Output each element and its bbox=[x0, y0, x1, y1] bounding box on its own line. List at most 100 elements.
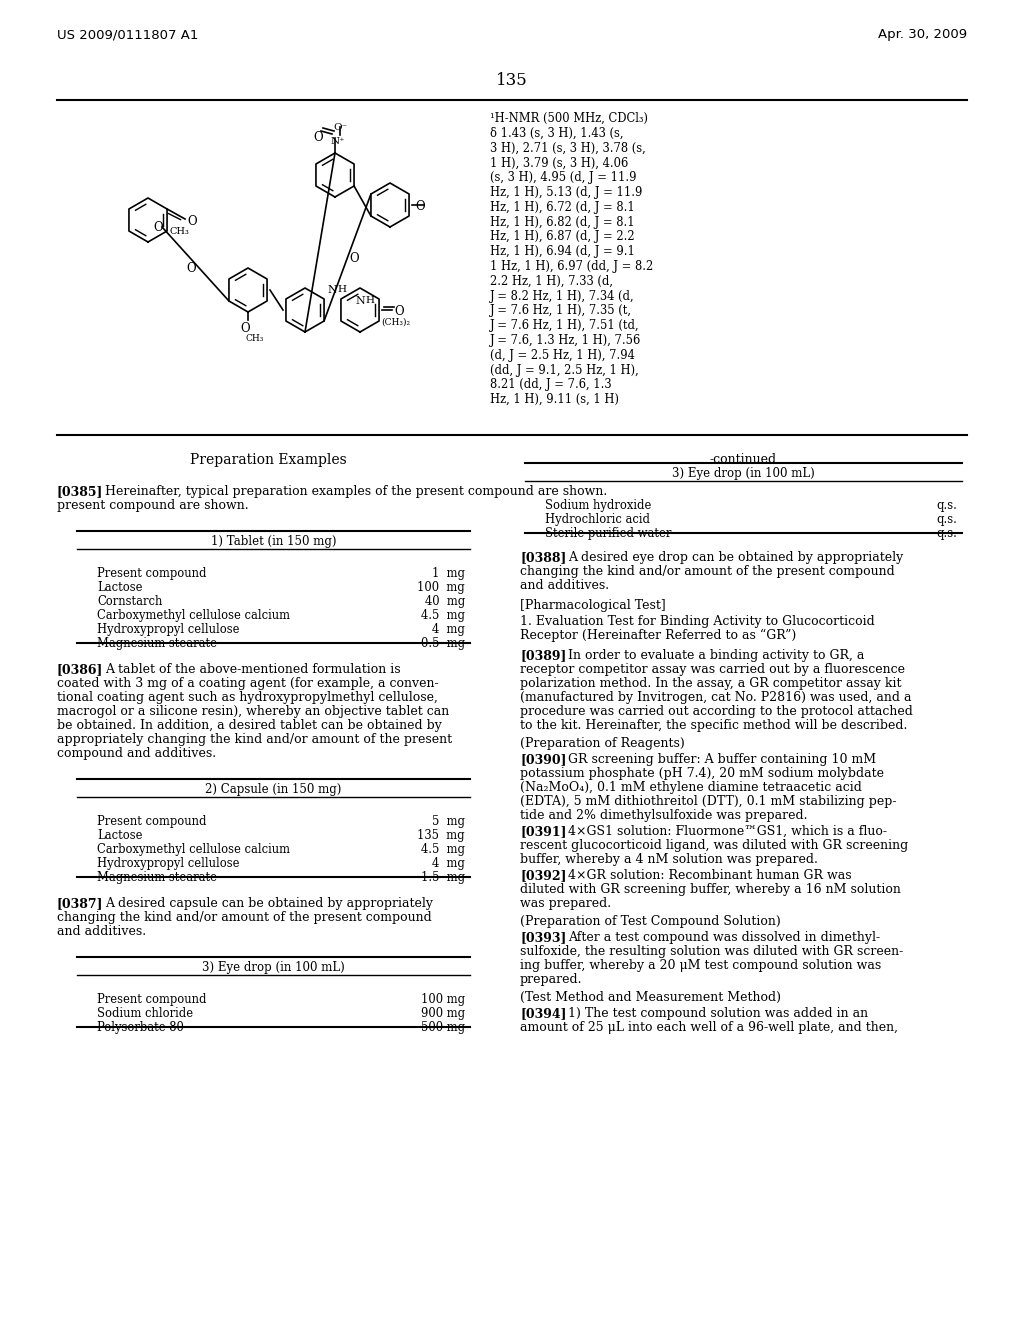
Text: H: H bbox=[365, 296, 374, 305]
Text: 1  mg: 1 mg bbox=[432, 568, 465, 579]
Text: Lactose: Lactose bbox=[97, 829, 142, 842]
Text: Magnesium stearate: Magnesium stearate bbox=[97, 638, 217, 649]
Text: diluted with GR screening buffer, whereby a 16 nM solution: diluted with GR screening buffer, whereb… bbox=[520, 883, 901, 896]
Text: amount of 25 μL into each well of a 96-well plate, and then,: amount of 25 μL into each well of a 96-w… bbox=[520, 1020, 898, 1034]
Text: buffer, whereby a 4 nM solution was prepared.: buffer, whereby a 4 nM solution was prep… bbox=[520, 853, 818, 866]
Text: 2.2 Hz, 1 H), 7.33 (d,: 2.2 Hz, 1 H), 7.33 (d, bbox=[490, 275, 613, 288]
Text: Present compound: Present compound bbox=[97, 814, 207, 828]
Text: rescent glucocorticoid ligand, was diluted with GR screening: rescent glucocorticoid ligand, was dilut… bbox=[520, 840, 908, 851]
Text: J = 7.6 Hz, 1 H), 7.35 (t,: J = 7.6 Hz, 1 H), 7.35 (t, bbox=[490, 305, 632, 317]
Text: [0390]: [0390] bbox=[520, 752, 566, 766]
Text: CH₃: CH₃ bbox=[169, 227, 188, 236]
Text: N⁺: N⁺ bbox=[331, 137, 346, 147]
Text: was prepared.: was prepared. bbox=[520, 898, 611, 909]
Text: 900 mg: 900 mg bbox=[421, 1007, 465, 1020]
Text: δ 1.43 (s, 3 H), 1.43 (s,: δ 1.43 (s, 3 H), 1.43 (s, bbox=[490, 127, 624, 140]
Text: A desired capsule can be obtained by appropriately: A desired capsule can be obtained by app… bbox=[105, 898, 433, 909]
Text: H: H bbox=[338, 285, 346, 294]
Text: 0.5  mg: 0.5 mg bbox=[421, 638, 465, 649]
Text: 2) Capsule (in 150 mg): 2) Capsule (in 150 mg) bbox=[206, 783, 342, 796]
Text: q.s.: q.s. bbox=[936, 499, 957, 512]
Text: [0392]: [0392] bbox=[520, 869, 566, 882]
Text: Carboxymethyl cellulose calcium: Carboxymethyl cellulose calcium bbox=[97, 843, 290, 855]
Text: O: O bbox=[349, 252, 359, 264]
Text: [0389]: [0389] bbox=[520, 649, 566, 663]
Text: Hz, 1 H), 6.82 (d, J = 8.1: Hz, 1 H), 6.82 (d, J = 8.1 bbox=[490, 215, 635, 228]
Text: 1) Tablet (in 150 mg): 1) Tablet (in 150 mg) bbox=[211, 535, 336, 548]
Text: A desired eye drop can be obtained by appropriately: A desired eye drop can be obtained by ap… bbox=[568, 550, 903, 564]
Text: Hz, 1 H), 6.94 (d, J = 9.1: Hz, 1 H), 6.94 (d, J = 9.1 bbox=[490, 246, 635, 259]
Text: Sterile purified water: Sterile purified water bbox=[545, 527, 672, 540]
Text: 135: 135 bbox=[496, 73, 528, 88]
Text: 1) The test compound solution was added in an: 1) The test compound solution was added … bbox=[568, 1007, 868, 1020]
Text: O: O bbox=[415, 201, 425, 213]
Text: 3) Eye drop (in 100 mL): 3) Eye drop (in 100 mL) bbox=[672, 467, 815, 480]
Text: N: N bbox=[328, 285, 337, 294]
Text: 500 mg: 500 mg bbox=[421, 1020, 465, 1034]
Text: 4×GR solution: Recombinant human GR was: 4×GR solution: Recombinant human GR was bbox=[568, 869, 852, 882]
Text: Polysorbate 80: Polysorbate 80 bbox=[97, 1020, 184, 1034]
Text: (dd, J = 9.1, 2.5 Hz, 1 H),: (dd, J = 9.1, 2.5 Hz, 1 H), bbox=[490, 363, 639, 376]
Text: ¹H-NMR (500 MHz, CDCl₃): ¹H-NMR (500 MHz, CDCl₃) bbox=[490, 112, 648, 125]
Text: tide and 2% dimethylsulfoxide was prepared.: tide and 2% dimethylsulfoxide was prepar… bbox=[520, 809, 808, 822]
Text: [0385]: [0385] bbox=[57, 484, 103, 498]
Text: 3) Eye drop (in 100 mL): 3) Eye drop (in 100 mL) bbox=[202, 961, 345, 974]
Text: Present compound: Present compound bbox=[97, 993, 207, 1006]
Text: potassium phosphate (pH 7.4), 20 mM sodium molybdate: potassium phosphate (pH 7.4), 20 mM sodi… bbox=[520, 767, 884, 780]
Text: [0386]: [0386] bbox=[57, 663, 103, 676]
Text: Magnesium stearate: Magnesium stearate bbox=[97, 871, 217, 884]
Text: 40  mg: 40 mg bbox=[425, 595, 465, 609]
Text: 8.21 (dd, J = 7.6, 1.3: 8.21 (dd, J = 7.6, 1.3 bbox=[490, 379, 611, 392]
Text: polarization method. In the assay, a GR competitor assay kit: polarization method. In the assay, a GR … bbox=[520, 677, 901, 690]
Text: O: O bbox=[313, 131, 323, 144]
Text: tional coating agent such as hydroxypropylmethyl cellulose,: tional coating agent such as hydroxyprop… bbox=[57, 690, 438, 704]
Text: O: O bbox=[153, 220, 163, 234]
Text: (s, 3 H), 4.95 (d, J = 11.9: (s, 3 H), 4.95 (d, J = 11.9 bbox=[490, 172, 637, 185]
Text: (Test Method and Measurement Method): (Test Method and Measurement Method) bbox=[520, 991, 781, 1005]
Text: Cornstarch: Cornstarch bbox=[97, 595, 163, 609]
Text: Receptor (Hereinafter Referred to as “GR”): Receptor (Hereinafter Referred to as “GR… bbox=[520, 630, 797, 643]
Text: sulfoxide, the resulting solution was diluted with GR screen-: sulfoxide, the resulting solution was di… bbox=[520, 945, 903, 958]
Text: Lactose: Lactose bbox=[97, 581, 142, 594]
Text: 1 H), 3.79 (s, 3 H), 4.06: 1 H), 3.79 (s, 3 H), 4.06 bbox=[490, 156, 629, 169]
Text: [0387]: [0387] bbox=[57, 898, 103, 909]
Text: N: N bbox=[355, 296, 365, 306]
Text: 5  mg: 5 mg bbox=[432, 814, 465, 828]
Text: macrogol or a silicone resin), whereby an objective tablet can: macrogol or a silicone resin), whereby a… bbox=[57, 705, 450, 718]
Text: Hz, 1 H), 6.87 (d, J = 2.2: Hz, 1 H), 6.87 (d, J = 2.2 bbox=[490, 231, 635, 243]
Text: -continued: -continued bbox=[710, 453, 777, 466]
Text: In order to evaluate a binding activity to GR, a: In order to evaluate a binding activity … bbox=[568, 649, 864, 663]
Text: procedure was carried out according to the protocol attached: procedure was carried out according to t… bbox=[520, 705, 912, 718]
Text: 4  mg: 4 mg bbox=[432, 857, 465, 870]
Text: Hz, 1 H), 9.11 (s, 1 H): Hz, 1 H), 9.11 (s, 1 H) bbox=[490, 393, 618, 407]
Text: and additives.: and additives. bbox=[57, 925, 146, 939]
Text: CH₃: CH₃ bbox=[246, 334, 264, 343]
Text: O⁻: O⁻ bbox=[333, 123, 347, 132]
Text: receptor competitor assay was carried out by a fluorescence: receptor competitor assay was carried ou… bbox=[520, 663, 905, 676]
Text: 100 mg: 100 mg bbox=[421, 993, 465, 1006]
Text: Carboxymethyl cellulose calcium: Carboxymethyl cellulose calcium bbox=[97, 609, 290, 622]
Text: [Pharmacological Test]: [Pharmacological Test] bbox=[520, 599, 666, 612]
Text: Preparation Examples: Preparation Examples bbox=[190, 453, 347, 467]
Text: (Preparation of Test Compound Solution): (Preparation of Test Compound Solution) bbox=[520, 915, 780, 928]
Text: appropriately changing the kind and/or amount of the present: appropriately changing the kind and/or a… bbox=[57, 733, 453, 746]
Text: q.s.: q.s. bbox=[936, 527, 957, 540]
Text: and additives.: and additives. bbox=[520, 579, 609, 591]
Text: Hz, 1 H), 5.13 (d, J = 11.9: Hz, 1 H), 5.13 (d, J = 11.9 bbox=[490, 186, 642, 199]
Text: [0391]: [0391] bbox=[520, 825, 566, 838]
Text: Sodium hydroxide: Sodium hydroxide bbox=[545, 499, 651, 512]
Text: 1 Hz, 1 H), 6.97 (dd, J = 8.2: 1 Hz, 1 H), 6.97 (dd, J = 8.2 bbox=[490, 260, 653, 273]
Text: [0393]: [0393] bbox=[520, 931, 566, 944]
Text: 100  mg: 100 mg bbox=[417, 581, 465, 594]
Text: O: O bbox=[394, 305, 403, 318]
Text: Hydroxypropyl cellulose: Hydroxypropyl cellulose bbox=[97, 857, 240, 870]
Text: (manufactured by Invitrogen, cat No. P2816) was used, and a: (manufactured by Invitrogen, cat No. P28… bbox=[520, 690, 911, 704]
Text: (Preparation of Reagents): (Preparation of Reagents) bbox=[520, 737, 685, 750]
Text: J = 8.2 Hz, 1 H), 7.34 (d,: J = 8.2 Hz, 1 H), 7.34 (d, bbox=[490, 289, 635, 302]
Text: A tablet of the above-mentioned formulation is: A tablet of the above-mentioned formulat… bbox=[105, 663, 400, 676]
Text: q.s.: q.s. bbox=[936, 513, 957, 525]
Text: (EDTA), 5 mM dithiothreitol (DTT), 0.1 mM stabilizing pep-: (EDTA), 5 mM dithiothreitol (DTT), 0.1 m… bbox=[520, 795, 896, 808]
Text: Sodium chloride: Sodium chloride bbox=[97, 1007, 194, 1020]
Text: [0394]: [0394] bbox=[520, 1007, 566, 1020]
Text: US 2009/0111807 A1: US 2009/0111807 A1 bbox=[57, 28, 199, 41]
